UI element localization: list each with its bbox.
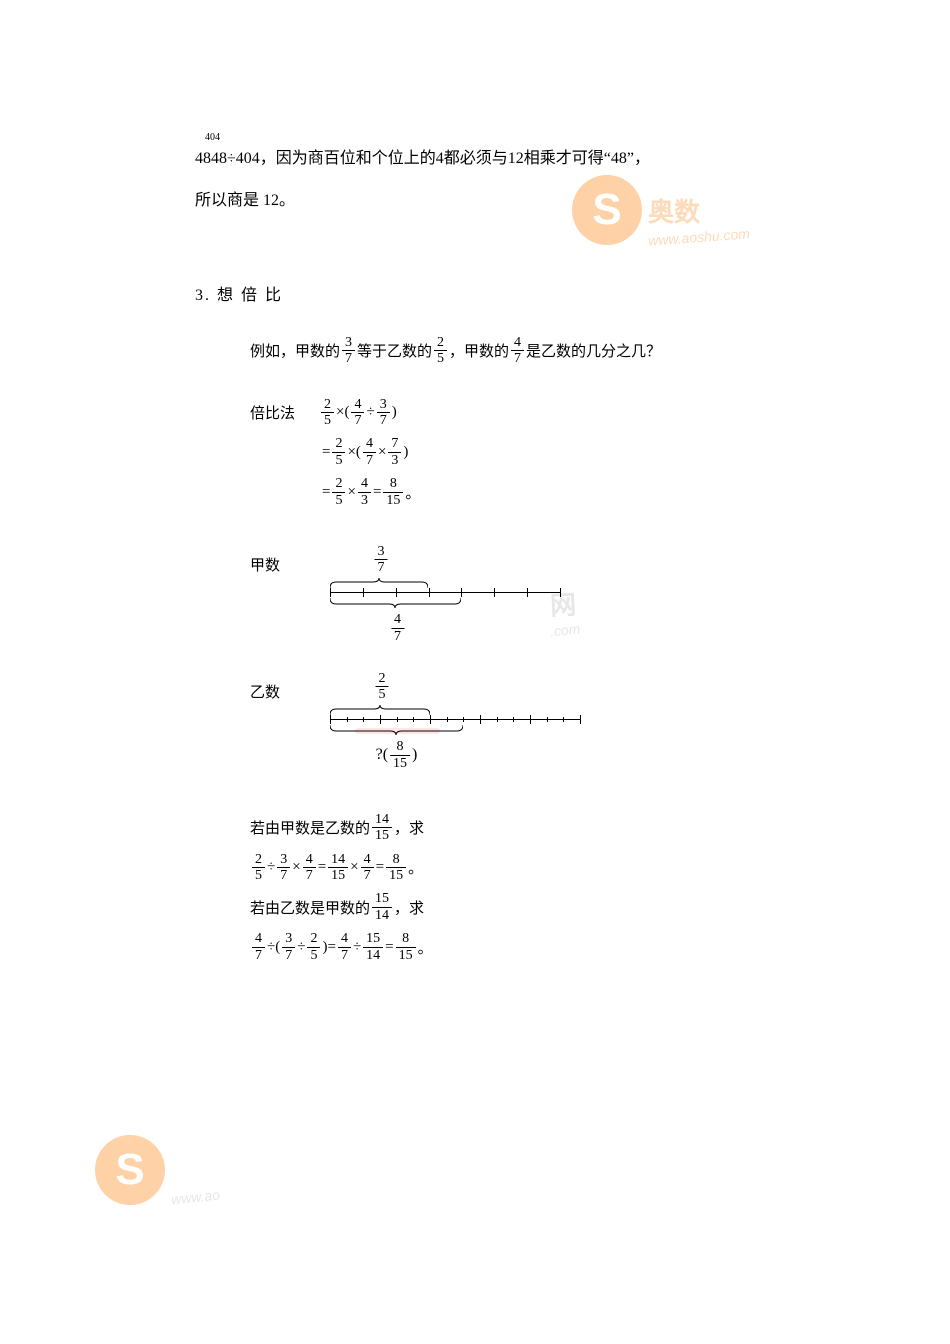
example-frac-3: 47 bbox=[511, 335, 524, 367]
alt-line-1: 若由甲数是乙数的 1415 ，求 bbox=[250, 812, 755, 844]
alt-line-2: 25 ÷ 37 × 47 = 1415 × 47 = 815 。 bbox=[250, 852, 755, 884]
diagram-yi-bot-brace: ?( 815 ) bbox=[330, 725, 463, 767]
brace-icon bbox=[330, 578, 428, 588]
example-frac-2: 25 bbox=[434, 335, 447, 367]
example-frac-1: 37 bbox=[342, 335, 355, 367]
alt-line-3: 若由乙数是甲数的 1514 ，求 bbox=[250, 891, 755, 923]
diagram-yi-top-brace: 25 bbox=[330, 675, 430, 715]
section-title: 3. 想 倍 比 bbox=[195, 281, 755, 305]
watermark-bot: S www.ao bbox=[95, 1135, 220, 1205]
example-suffix: 是乙数的几分之几？ bbox=[526, 340, 661, 361]
intro-line-1: 404 4848÷404，因为商百位和个位上的4都必须与12相乘才可得“48”， bbox=[195, 140, 755, 178]
calc-step-2: = 25 ×( 47 × 73 ) bbox=[322, 436, 755, 468]
example-mid-2: ，甲数的 bbox=[449, 340, 509, 361]
diagram-jia-bot-brace: 47 bbox=[330, 598, 461, 640]
brace-icon bbox=[330, 598, 461, 608]
watermark-bot-url: www.ao bbox=[170, 1186, 220, 1207]
diagram-jia: 甲数 37 47 bbox=[250, 548, 755, 640]
diagram-jia-top-brace: 37 bbox=[330, 548, 428, 588]
diagram-yi-label: 乙数 bbox=[250, 681, 280, 702]
intro-superscript: 404 bbox=[205, 126, 220, 150]
diagram-jia-bot-frac: 47 bbox=[391, 612, 404, 644]
diagram-yi-axis bbox=[330, 715, 580, 725]
alt-block: 若由甲数是乙数的 1415 ，求 25 ÷ 37 × 47 = 1415 × 4… bbox=[250, 812, 755, 963]
example-mid-1: 等于乙数的 bbox=[357, 340, 432, 361]
example-line: 例如，甲数的 37 等于乙数的 25 ，甲数的 47 是乙数的几分之几？ bbox=[250, 335, 755, 367]
watermark-bot-s-icon: S bbox=[95, 1135, 165, 1205]
diagram-yi-bot-label: ?( 815 ) bbox=[376, 739, 418, 771]
diagram-jia-label: 甲数 bbox=[250, 554, 280, 575]
brace-icon bbox=[330, 725, 463, 735]
page-content: 404 4848÷404，因为商百位和个位上的4都必须与12相乘才可得“48”，… bbox=[195, 140, 755, 971]
calc-block: 倍比法 25 ×( 47 ÷ 37 ) = 25 ×( 47 × 73 ) = … bbox=[250, 397, 755, 508]
calc-step-3: = 25 × 43 = 815 。 bbox=[322, 476, 755, 508]
diagram-yi: 乙数 25 ?( 815 ) bbox=[250, 675, 755, 767]
diagram-jia-axis bbox=[330, 588, 560, 598]
alt-line-4: 47 ÷( 37 ÷ 25 ) = 47 ÷ 1514 = 815 。 bbox=[250, 931, 755, 963]
calc-step-1: 倍比法 25 ×( 47 ÷ 37 ) bbox=[250, 397, 755, 429]
diagram-yi-top-frac: 25 bbox=[376, 671, 389, 703]
calc-label: 倍比法 bbox=[250, 402, 295, 423]
example-prefix: 例如，甲数的 bbox=[250, 340, 340, 361]
intro-line-2: 所以商是 12。 bbox=[195, 182, 755, 220]
diagram-jia-top-frac: 37 bbox=[375, 544, 388, 576]
brace-icon bbox=[330, 705, 430, 715]
intro-text-1: 4848÷404，因为商百位和个位上的4都必须与12相乘才可得“48”， bbox=[195, 150, 650, 167]
